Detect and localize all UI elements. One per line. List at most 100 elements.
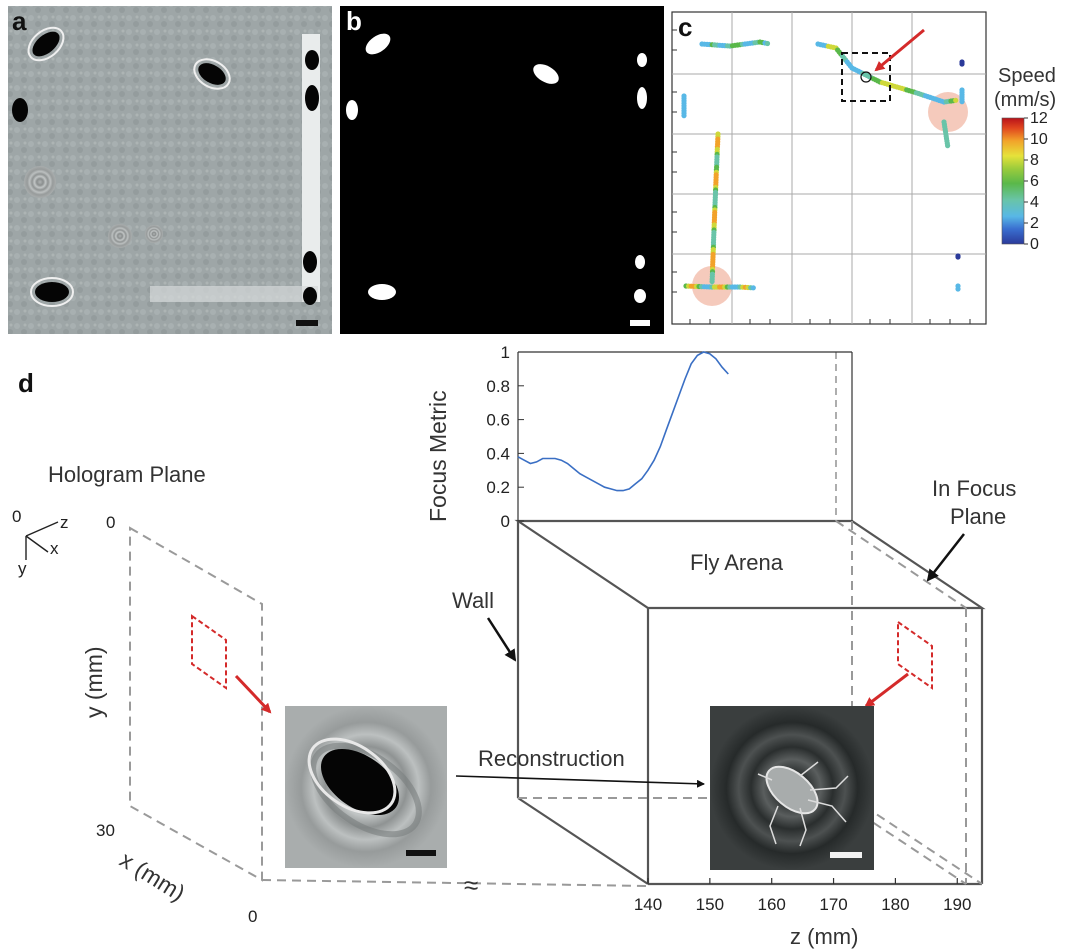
focus-red-arrow [864, 672, 909, 708]
z-axis-label: z (mm) [790, 924, 858, 949]
tracked-fly-marker [860, 71, 872, 83]
chart-y-tick-label: 0.4 [486, 444, 510, 463]
hologram-plane-label: Hologram Plane [48, 462, 206, 487]
z-tick-label: 160 [758, 895, 786, 914]
z-tick-label: 190 [943, 895, 971, 914]
focus-metric-chart: 1 0.8 0.6 0.4 0.2 0 Focus Metric [425, 343, 853, 531]
trajectory-point [764, 40, 771, 47]
panel-b-blob [635, 255, 645, 269]
in-focus-plane-label-1: In Focus [932, 476, 1016, 501]
panel-c-frame [671, 11, 987, 325]
in-focus-plane-label-2: Plane [950, 504, 1006, 529]
panel-c-red-arrow [874, 28, 925, 72]
panel-a-fly [193, 58, 231, 90]
hologram-red-arrow [234, 674, 272, 714]
panel-b-blob [368, 284, 396, 300]
x-zero-tick: 0 [248, 907, 257, 926]
colorbar-ticks: 12 10 8 6 4 2 0 [1024, 110, 1048, 253]
z-axis-ticks: 140 150 160 170 180 190 [634, 878, 971, 914]
colorbar-gradient [1001, 117, 1025, 245]
panel-c-minor-ticks [672, 29, 971, 324]
y-bottom-tick: 30 [96, 821, 115, 840]
panel-d-letter: d [18, 368, 34, 398]
chart-y-tick-label: 0.6 [486, 411, 510, 430]
z-tick-label: 150 [696, 895, 724, 914]
trajectory-point [681, 113, 687, 119]
speed-colorbar: Speed (mm/s) 12 10 8 6 4 2 0 [994, 65, 1056, 253]
panel-a-fringe [24, 166, 56, 198]
trajectory-point [709, 278, 715, 285]
colorbar-tick-label: 0 [1030, 236, 1039, 253]
hologram-arena-connector [261, 879, 647, 887]
panel-a-fly [30, 277, 74, 307]
colorbar-tick-label: 10 [1030, 131, 1048, 148]
colorbar-tick-label: 2 [1030, 215, 1039, 232]
chart-y-label: Focus Metric [425, 390, 451, 522]
panel-b-blob [637, 53, 647, 67]
wall-arrow [486, 617, 517, 662]
panel-a-fly [303, 50, 319, 305]
fly-region-hologram [191, 614, 227, 690]
colorbar-tick-label: 4 [1030, 194, 1039, 211]
panel-b-blob [637, 87, 647, 109]
trajectory-point [953, 97, 959, 103]
hologram-inset [285, 706, 447, 868]
panel-d: d Hologram Plane 0 z x y 0 30 y (mm) x (… [12, 352, 1016, 949]
trajectory-point [955, 254, 961, 260]
hologram-plane [129, 526, 263, 882]
axes-y-label: y [18, 559, 27, 578]
panel-a-bottom-strip [150, 286, 318, 302]
wall-label: Wall [452, 588, 494, 613]
trajectories [681, 39, 965, 292]
panel-a-letter: a [12, 6, 27, 36]
panel-c-letter: c [678, 12, 692, 42]
fly-region-focus [897, 620, 933, 690]
chart-y-ticks: 1 0.8 0.6 0.4 0.2 0 [486, 343, 524, 531]
reconstruction-inset [710, 706, 874, 870]
panel-b-blob [634, 289, 646, 303]
axes-icon: 0 z x y [12, 507, 69, 578]
panel-c: c [671, 11, 987, 325]
fly-arena-box [514, 519, 986, 886]
panel-b-image [340, 6, 664, 334]
focus-metric-line [517, 351, 729, 492]
colorbar-tick-label: 8 [1030, 152, 1039, 169]
panel-a-fringe [145, 225, 163, 243]
colorbar-title: Speed [998, 65, 1056, 87]
z-tick-label: 140 [634, 895, 662, 914]
trajectory-point [945, 143, 951, 149]
x-axis-label: x (mm) [115, 846, 189, 906]
colorbar-tick-label: 12 [1030, 110, 1048, 127]
panel-b-blob [533, 64, 559, 84]
chart-y-tick-label: 0.8 [486, 377, 510, 396]
trajectory-point [959, 99, 965, 105]
z-tick-label: 170 [819, 895, 847, 914]
chart-y-tick-label: 1 [501, 343, 510, 362]
panel-a: a [8, 6, 332, 334]
axis-break-symbol: ≈ [464, 870, 478, 900]
in-focus-arrow [926, 533, 965, 582]
panel-a-fly [12, 98, 28, 122]
in-focus-plane [835, 520, 967, 885]
panel-a-fringe [108, 224, 132, 248]
panel-b-blob [365, 33, 391, 55]
colorbar-unit: (mm/s) [994, 89, 1056, 111]
colorbar-tick-label: 6 [1030, 173, 1039, 190]
y-axis-label: y (mm) [81, 646, 107, 718]
axes-x-label: x [50, 539, 59, 558]
panel-b-letter: b [346, 6, 362, 36]
axes-origin-label: 0 [12, 507, 21, 526]
panel-a-scale-bar [296, 320, 318, 326]
panel-a-fly [27, 26, 65, 62]
zoom-box [841, 52, 891, 102]
reconstruction-arrow [455, 775, 705, 788]
trajectory-point [959, 61, 965, 67]
fly-arena-label: Fly Arena [690, 550, 784, 575]
panel-c-grid [672, 12, 986, 324]
trajectory-point [955, 286, 961, 292]
chart-y-tick-label: 0 [501, 512, 510, 531]
axes-z-label: z [60, 513, 69, 532]
panel-b-scale-bar [630, 320, 650, 326]
panel-b: b [340, 6, 664, 334]
